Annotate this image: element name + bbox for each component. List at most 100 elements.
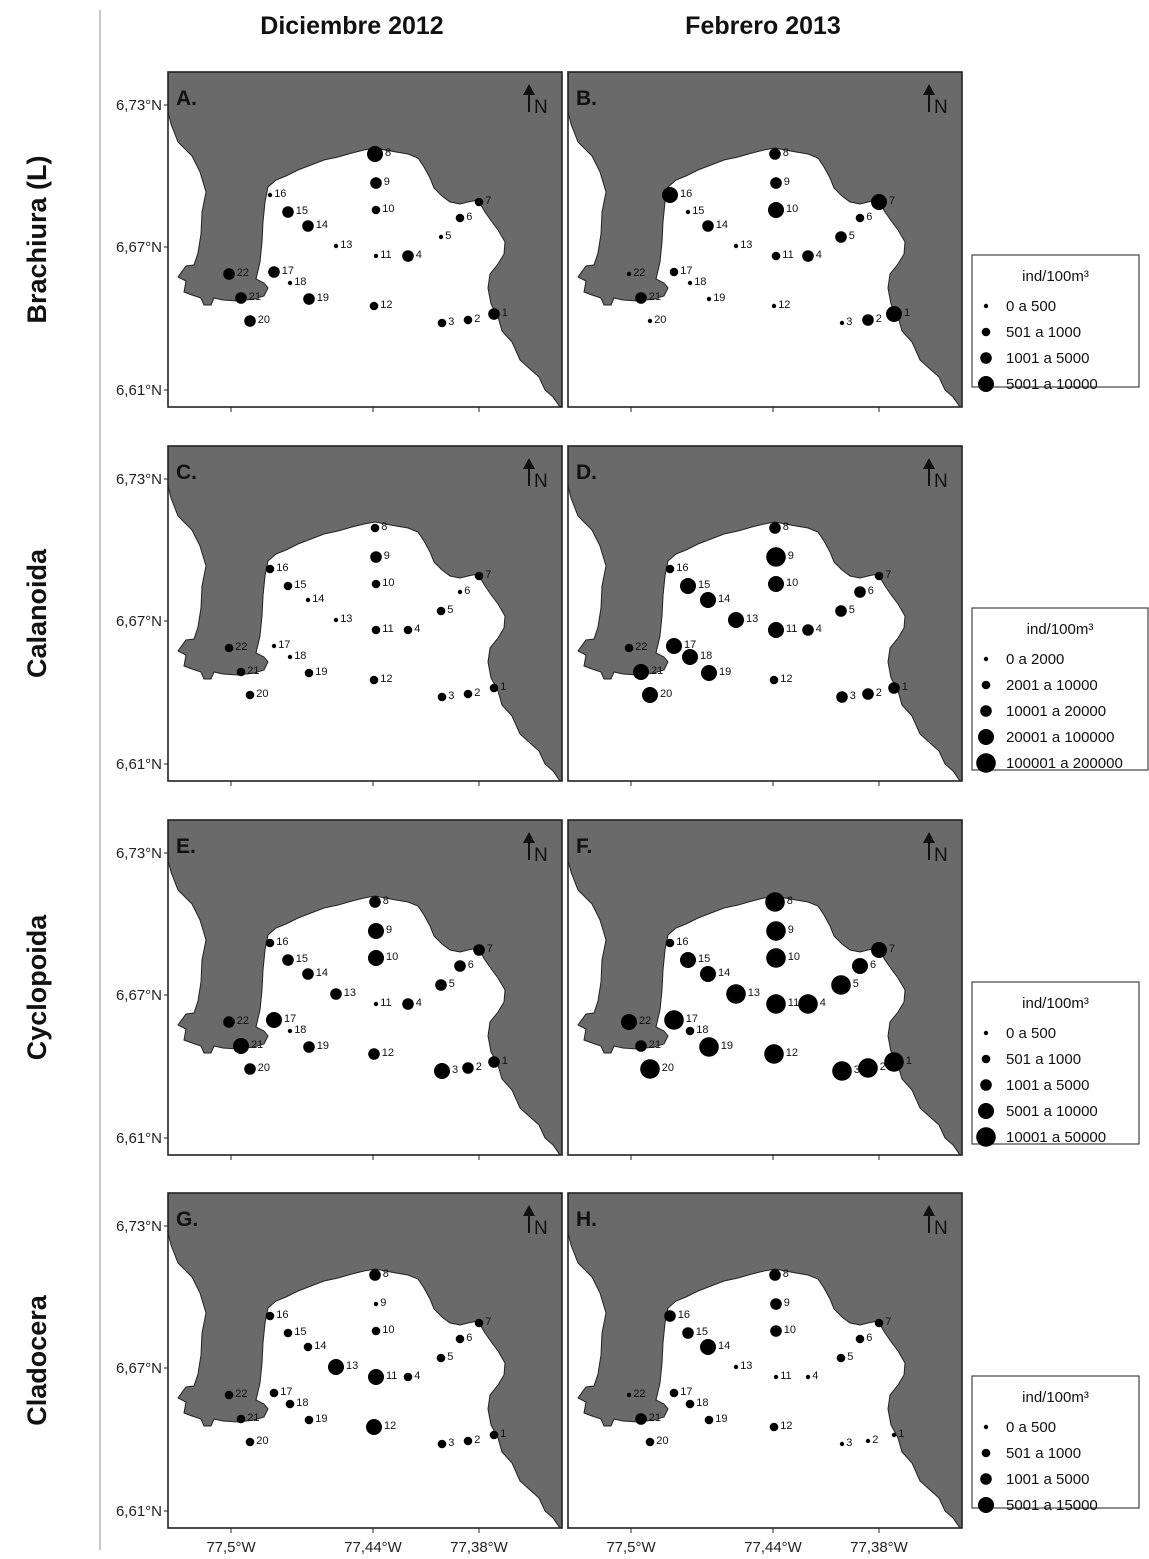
station-marker [245, 1437, 255, 1447]
station-marker [771, 303, 777, 309]
station-label: 13 [340, 239, 352, 251]
panel-frame [167, 71, 563, 408]
station-marker [328, 1359, 344, 1375]
station-marker [457, 589, 463, 595]
latitude-label: 6,73°N [116, 97, 162, 114]
station-marker [434, 1063, 450, 1079]
station-label: 13 [746, 613, 758, 625]
longitude-label: 77,5°W [606, 1539, 656, 1556]
station-marker [706, 296, 712, 302]
station-label: 1 [502, 1055, 508, 1067]
station-label: 22 [237, 267, 249, 279]
station-marker [283, 1328, 293, 1338]
station-label: 2 [476, 1061, 482, 1073]
station-marker [769, 1269, 781, 1281]
station-label: 16 [274, 188, 286, 200]
station-label: 8 [383, 1268, 389, 1280]
station-label: 6 [464, 585, 470, 597]
station-marker [368, 1048, 380, 1060]
station-label: 12 [380, 299, 392, 311]
latitude-label: 6,67°N [116, 239, 162, 256]
legend-symbol [978, 1497, 994, 1513]
north-arrow-icon [923, 84, 935, 112]
station-marker [766, 994, 786, 1014]
legend-item-label: 5001 a 10000 [1006, 1103, 1098, 1120]
station-marker [488, 1056, 500, 1068]
station-label: 19 [713, 292, 725, 304]
legend-symbol [981, 680, 991, 690]
station-label: 6 [868, 585, 874, 597]
station-label: 21 [649, 1039, 661, 1051]
station-marker [635, 1040, 647, 1052]
station-marker [474, 1318, 484, 1328]
station-label: 8 [383, 895, 389, 907]
station-label: 12 [382, 1047, 394, 1059]
land-area [567, 445, 963, 782]
station-marker [665, 938, 675, 948]
legend-symbol [976, 753, 996, 773]
station-label: 20 [656, 1435, 668, 1447]
station-marker [766, 921, 786, 941]
station-marker [303, 293, 315, 305]
station-marker [802, 624, 814, 636]
station-label: 22 [235, 641, 247, 653]
station-marker [770, 177, 782, 189]
station-marker [839, 320, 845, 326]
station-marker [236, 1414, 246, 1424]
station-label: 3 [846, 1437, 852, 1449]
station-label: 19 [317, 292, 329, 304]
station-marker [368, 1369, 384, 1385]
station-marker [368, 950, 384, 966]
legend-item-label: 20001 a 100000 [1006, 729, 1114, 746]
column-title: Diciembre 2012 [260, 12, 443, 40]
station-label: 13 [346, 1360, 358, 1372]
column-title: Febrero 2013 [685, 12, 841, 40]
station-label: 7 [485, 569, 491, 581]
station-label: 9 [384, 176, 390, 188]
panel-frame [567, 445, 963, 782]
legend-item-label: 10001 a 50000 [1006, 1129, 1106, 1146]
station-label: 15 [698, 579, 710, 591]
station-marker [367, 146, 383, 162]
north-arrow-icon [923, 832, 935, 860]
station-label: 4 [816, 623, 822, 635]
station-marker [304, 668, 314, 678]
station-marker [855, 1334, 865, 1344]
station-label: 2 [876, 687, 882, 699]
station-label: 16 [276, 936, 288, 948]
station-marker [769, 675, 779, 685]
station-marker [733, 1364, 739, 1370]
legend-box [971, 1375, 1140, 1509]
station-marker [664, 1010, 684, 1030]
station-marker [373, 253, 379, 259]
latitude-label: 6,61°N [116, 382, 162, 399]
station-marker [223, 268, 235, 280]
station-label: 1 [906, 1055, 912, 1067]
station-marker [669, 1388, 679, 1398]
station-label: 14 [716, 219, 728, 231]
legend: ind/100m³ 0 a 2000 2001 a 10000 10001 a 200… [971, 607, 1149, 773]
station-label: 3 [850, 690, 856, 702]
station-label: 3 [846, 316, 852, 328]
station-label: 2 [880, 1061, 886, 1073]
longitude-label: 77,44°W [744, 1539, 803, 1556]
panel-letter: A. [176, 87, 197, 110]
station-marker [769, 522, 781, 534]
row-title: Cladocera [22, 1294, 52, 1426]
station-label: 11 [380, 249, 391, 261]
station-label: 13 [748, 987, 760, 999]
station-label: 15 [296, 953, 308, 965]
station-label: 12 [780, 673, 792, 685]
legend-symbol [980, 705, 992, 717]
station-marker [680, 578, 696, 594]
station-marker [283, 581, 293, 591]
station-marker [699, 1037, 719, 1057]
station-label: 10 [386, 951, 398, 963]
station-marker [642, 687, 658, 703]
station-marker [304, 1415, 314, 1425]
latitude-label: 6,67°N [116, 1360, 162, 1377]
station-marker [835, 231, 847, 243]
station-label: 18 [294, 1024, 306, 1036]
